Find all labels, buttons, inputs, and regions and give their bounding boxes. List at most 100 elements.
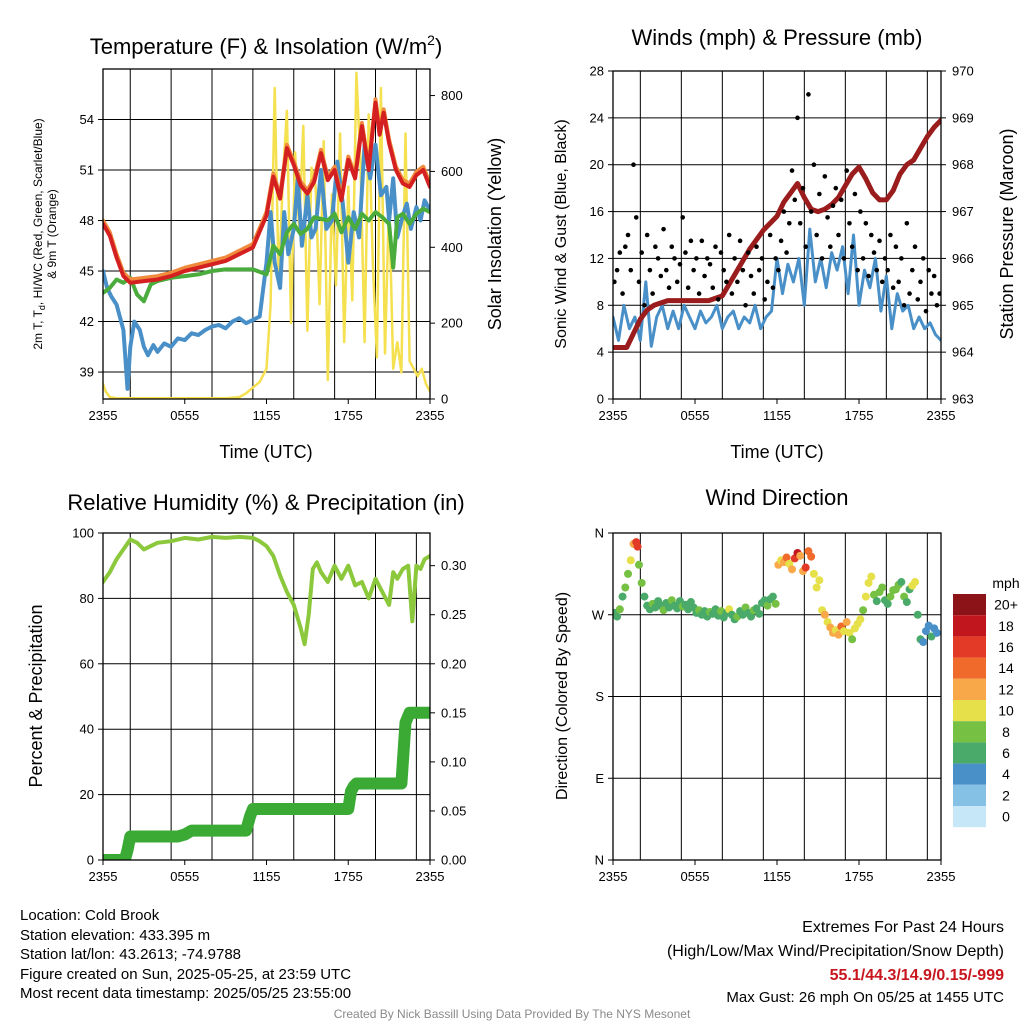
direction-point	[872, 597, 881, 606]
series-line	[103, 142, 430, 391]
direction-point	[621, 583, 630, 592]
temperature-y-axis-label-2: & 9m T (Orange)	[45, 189, 59, 279]
y-tick-label: W	[592, 607, 605, 622]
y-tick-label: 28	[590, 64, 604, 79]
y-tick-label: 39	[80, 365, 94, 380]
x-tick-label: 1755	[334, 869, 363, 884]
gust-point	[699, 238, 705, 244]
gust-point	[644, 232, 650, 238]
gust-point	[893, 244, 899, 250]
gust-point	[776, 267, 781, 273]
gust-point	[923, 308, 929, 314]
gust-point	[789, 168, 795, 173]
y-tick-label: 8	[597, 298, 604, 313]
direction-point	[820, 610, 829, 619]
direction-point	[864, 578, 873, 587]
y2-tick-label: 0.05	[441, 803, 466, 818]
y-tick-label: E	[595, 771, 604, 786]
y2-tick-label: 0	[441, 392, 448, 407]
gust-point	[740, 267, 746, 273]
y2-tick-label: 969	[952, 110, 974, 125]
gust-point	[713, 244, 718, 250]
y-tick-label: 20	[80, 787, 94, 802]
gust-point	[806, 92, 811, 97]
gust-point	[847, 220, 852, 226]
direction-point	[801, 563, 810, 572]
y-tick-label: 60	[80, 656, 94, 671]
x-tick-label: 1755	[845, 869, 874, 884]
y-tick-label: N	[595, 853, 604, 868]
gust-point	[855, 267, 860, 273]
gust-point	[650, 291, 655, 296]
y-tick-label: 24	[590, 110, 604, 125]
gust-point	[934, 302, 940, 308]
gust-point	[702, 273, 707, 279]
winds-panel: Winds (mph) & Pressure (mb) 2355 0555 1155…	[553, 25, 1017, 462]
y2-tick-label: 0.25	[441, 607, 466, 622]
gust-point	[748, 273, 754, 279]
direction-point	[848, 635, 857, 644]
humidity-ticks: 2355 0555 1155 1755 23550204060801000.000.05…	[72, 526, 466, 885]
gust-point	[773, 256, 778, 261]
direction-point	[867, 572, 876, 581]
gust-point	[751, 291, 757, 296]
temperature-series	[103, 71, 430, 399]
gust-point	[707, 261, 713, 267]
station-elevation: Station elevation: 433.395 m	[20, 926, 211, 944]
gust-point	[666, 285, 672, 291]
direction-point	[626, 556, 635, 565]
gust-point	[669, 244, 675, 250]
direction-point	[809, 569, 818, 578]
direction-point	[747, 612, 756, 621]
gust-point	[844, 168, 849, 173]
direction-y-axis-label: Direction (Colored By Speed)	[554, 592, 571, 800]
colorbar-swatch	[953, 721, 986, 743]
gust-point	[877, 238, 882, 244]
direction-point	[913, 610, 922, 619]
gust-point	[732, 256, 737, 261]
gust-point	[836, 232, 841, 238]
gust-point	[849, 244, 855, 250]
y-tick-label: 80	[80, 591, 94, 606]
humidity-series	[103, 534, 430, 860]
y-tick-label: 12	[590, 251, 604, 266]
gust-point	[694, 256, 699, 261]
direction-point	[883, 599, 892, 608]
direction-point	[807, 552, 816, 561]
gust-point	[811, 162, 817, 168]
x-tick-label: 1155	[253, 869, 281, 884]
gust-point	[912, 244, 918, 250]
colorbar-label: 18	[998, 618, 1014, 634]
gust-point	[899, 256, 904, 261]
direction-point	[815, 576, 824, 585]
gust-point	[653, 244, 658, 250]
y-tick-label: 45	[80, 264, 94, 279]
x-tick-label: 1155	[763, 408, 791, 423]
gust-point	[743, 302, 748, 308]
gust-point	[841, 256, 847, 261]
gust-point	[929, 291, 934, 296]
gust-point	[614, 267, 620, 273]
gust-point	[620, 291, 625, 296]
gust-point	[655, 256, 661, 261]
colorbar-label: 6	[1002, 745, 1010, 761]
direction-point	[633, 542, 642, 551]
gust-point	[819, 256, 825, 261]
gust-point	[904, 220, 910, 226]
gust-point	[863, 220, 869, 226]
colorbar-swatch	[953, 594, 986, 616]
direction-point	[812, 583, 821, 592]
humidity-panel: Relative Humidity (%) & Precipitation (i…	[26, 490, 466, 884]
gust-point	[724, 279, 729, 285]
extremes-values: 55.1/44.3/14.9/0.15/-999	[829, 967, 1004, 984]
colorbar-title: mph	[992, 575, 1019, 591]
direction-point	[613, 612, 622, 621]
direction-point	[861, 592, 870, 601]
gust-point	[647, 267, 653, 273]
gust-point	[910, 267, 915, 273]
gust-point	[888, 232, 893, 238]
direction-point	[618, 592, 627, 601]
y-tick-label: 0	[87, 853, 94, 868]
y2-tick-label: 964	[952, 345, 974, 360]
y-tick-label: 16	[590, 204, 604, 219]
